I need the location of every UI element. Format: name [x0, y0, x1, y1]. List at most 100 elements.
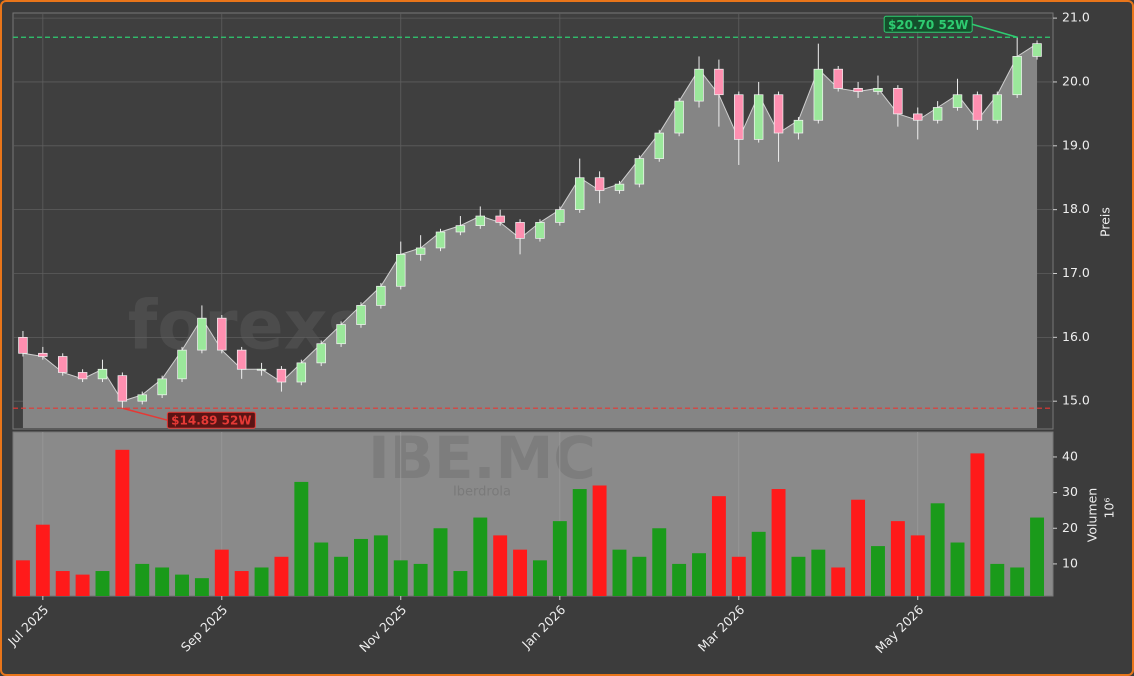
- volume-bar: [115, 449, 130, 596]
- candle-body: [932, 107, 943, 121]
- volume-bar: [771, 489, 786, 596]
- candle-body: [972, 94, 983, 121]
- volume-bar: [234, 571, 249, 596]
- volume-bar: [294, 481, 309, 596]
- candle-body: [574, 177, 585, 210]
- volume-bar: [672, 563, 687, 596]
- y-axis-label: Preis: [1098, 207, 1113, 237]
- volume-bar: [612, 549, 627, 596]
- volume-bar: [990, 563, 1005, 596]
- volume-bar: [175, 574, 189, 596]
- candle-body: [276, 368, 287, 383]
- candle-body: [415, 247, 426, 255]
- x-tick-label: Nov 2025: [356, 602, 409, 655]
- candle-body: [853, 87, 863, 92]
- volume-bar: [274, 556, 289, 596]
- y2-scale-label: 10⁶: [1102, 498, 1117, 519]
- volume-bar: [851, 499, 866, 596]
- annotation-label: $20.70 52W: [888, 18, 968, 32]
- volume-bar: [632, 556, 647, 596]
- candle-body: [376, 285, 386, 306]
- volume-bar: [194, 578, 209, 596]
- y-tick-label: 15.0: [1062, 393, 1090, 408]
- candle-body: [177, 349, 187, 380]
- candle-body: [236, 349, 247, 370]
- y-tick-label: 20.0: [1062, 73, 1090, 88]
- candle-body: [952, 94, 963, 108]
- annotation-label: $14.89 52W: [171, 414, 251, 428]
- x-tick-label: Jan 2026: [518, 602, 568, 652]
- volume-bar: [453, 571, 468, 596]
- volume-bar: [393, 560, 408, 596]
- volume-bar: [692, 553, 706, 596]
- volume-bar: [890, 521, 905, 596]
- volume-bar: [970, 453, 985, 596]
- y-tick-label: 21.0: [1062, 10, 1090, 25]
- candle-body: [137, 394, 147, 402]
- volume-bar: [791, 556, 806, 596]
- watermark-ticker: IBE.MC: [368, 424, 596, 492]
- candle-body: [714, 68, 724, 96]
- volume-bar: [214, 549, 229, 596]
- volume-bar: [95, 571, 110, 596]
- candle-body: [913, 113, 923, 121]
- candle-body: [57, 356, 68, 373]
- candle-body: [495, 215, 505, 223]
- volume-bar: [354, 538, 368, 596]
- candle-body: [634, 158, 645, 185]
- candle-body: [1032, 43, 1042, 57]
- candle-body: [674, 100, 684, 134]
- candle-body: [18, 336, 28, 354]
- volume-bar: [413, 563, 428, 596]
- volume-bar: [35, 524, 50, 596]
- candle-body: [256, 368, 267, 371]
- candle-body: [475, 215, 486, 226]
- candle-body: [992, 94, 1003, 121]
- volume-bar: [592, 485, 607, 596]
- candle-body: [97, 368, 108, 380]
- volume-bar: [910, 535, 925, 596]
- y2-tick-label: 10: [1062, 555, 1078, 570]
- candle-body: [734, 94, 744, 140]
- volume-bar: [731, 556, 746, 596]
- price-area: [22, 43, 1038, 429]
- volume-bar: [711, 496, 726, 596]
- volume-bar: [314, 542, 329, 596]
- y2-axis-label: Volumen: [1085, 488, 1100, 542]
- candle-body: [793, 119, 804, 134]
- candle-body: [773, 94, 784, 134]
- candle-body: [694, 68, 704, 102]
- candle-body: [117, 375, 128, 402]
- volume-bar: [493, 535, 508, 596]
- candle-body: [555, 209, 565, 223]
- y-tick-label: 17.0: [1062, 265, 1090, 280]
- candle-body: [435, 231, 446, 249]
- candle-body: [614, 183, 625, 191]
- x-tick-label: Jul 2025: [4, 602, 51, 649]
- candle-body: [893, 87, 903, 115]
- x-tick-label: May 2026: [872, 602, 926, 656]
- volume-bar: [135, 563, 150, 596]
- volume-bar: [433, 528, 448, 596]
- volume-bar: [552, 521, 567, 596]
- candle-body: [38, 352, 48, 357]
- volume-bar: [155, 567, 170, 596]
- volume-bar: [55, 571, 70, 596]
- volume-bar: [930, 503, 945, 596]
- candle-body: [535, 222, 545, 239]
- watermark-name: Iberdrola: [453, 485, 511, 500]
- annotation-arrow: [122, 407, 168, 421]
- volume-bar: [532, 560, 547, 596]
- volume-bar: [950, 542, 965, 596]
- volume-bar: [572, 489, 587, 596]
- candle-body: [1012, 56, 1022, 96]
- x-tick-label: Mar 2026: [695, 602, 748, 655]
- volume-bar: [831, 567, 846, 596]
- volume-bar: [473, 517, 488, 596]
- x-tick-label: Sep 2025: [178, 602, 231, 655]
- candle-body: [873, 87, 883, 92]
- candle-body: [654, 132, 664, 159]
